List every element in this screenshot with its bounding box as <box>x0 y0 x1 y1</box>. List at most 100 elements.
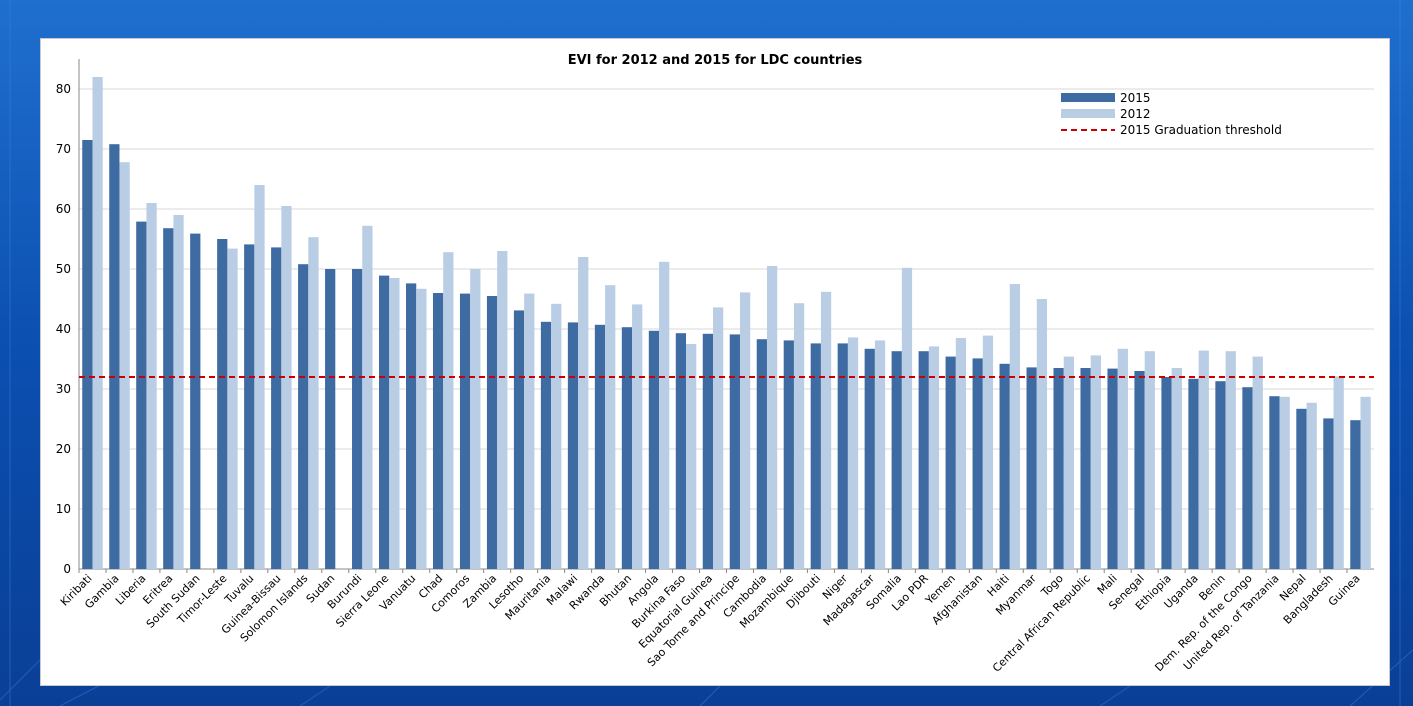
bar-2015 <box>82 140 93 569</box>
bar-2015 <box>702 333 714 569</box>
bar-2015 <box>1161 377 1172 569</box>
bar-2015 <box>945 356 956 569</box>
y-tick-label: 60 <box>56 202 71 216</box>
y-tick-label: 10 <box>56 502 71 516</box>
legend-label-threshold: 2015 Graduation threshold <box>1120 123 1282 137</box>
bar-2012 <box>1198 350 1209 569</box>
bar-2015 <box>1107 368 1118 569</box>
bar-2015 <box>1350 420 1361 569</box>
bar-2012 <box>901 267 913 569</box>
bar-2015 <box>1269 396 1280 569</box>
legend-swatch-2015 <box>1061 93 1115 102</box>
y-tick-label: 80 <box>56 82 71 96</box>
bar-2012 <box>1333 376 1344 569</box>
chart-title: EVI for 2012 and 2015 for LDC countries <box>568 53 863 68</box>
chart-legend: 2015 2012 2015 Graduation threshold <box>1061 91 1282 137</box>
bar-2015 <box>486 296 498 569</box>
bar-2012 <box>739 292 751 569</box>
bar-2012 <box>146 203 157 569</box>
bar-2015 <box>675 333 687 569</box>
bar-2015 <box>136 221 147 569</box>
bar-2012 <box>659 261 670 569</box>
bar-2012 <box>1306 402 1317 569</box>
bar-2012 <box>1063 356 1074 569</box>
bar-2012 <box>1279 396 1290 569</box>
bar-2012 <box>551 303 562 569</box>
bar-2012 <box>227 248 238 569</box>
bar-2015 <box>298 264 309 569</box>
x-tick-label: Liberia <box>113 572 149 608</box>
bar-2015 <box>810 343 821 569</box>
bar-2015 <box>1080 368 1091 569</box>
chart-panel: 0 10 20 30 40 50 60 70 80 Kiribati Gambia Liberia E… <box>40 38 1390 686</box>
bar-2012 <box>793 303 805 569</box>
bar-2012 <box>820 291 832 569</box>
bars <box>78 77 1371 573</box>
y-tick-label: 0 <box>63 562 71 576</box>
bar-2012 <box>632 304 643 569</box>
bar-2015 <box>729 334 740 569</box>
bar-2015 <box>271 247 282 569</box>
bar-2015 <box>379 275 390 569</box>
y-tick-label: 20 <box>56 442 71 456</box>
bar-2012 <box>497 251 508 569</box>
bar-2012 <box>1144 351 1155 569</box>
bar-2012 <box>1036 299 1048 569</box>
bar-2015 <box>432 293 444 569</box>
bar-2015 <box>1134 371 1145 569</box>
bar-2015 <box>405 283 417 569</box>
bar-2012 <box>443 252 454 569</box>
bar-2015 <box>352 269 363 569</box>
bar-2015 <box>540 321 552 569</box>
bar-2012 <box>1252 356 1263 569</box>
bar-2015 <box>837 343 848 569</box>
bar-2015 <box>999 363 1010 569</box>
bar-2012 <box>982 335 994 569</box>
bar-2015 <box>864 348 875 569</box>
bar-2012 <box>874 340 886 569</box>
bar-2012 <box>389 278 400 569</box>
bar-2012 <box>847 337 859 569</box>
bar-2012 <box>470 269 481 569</box>
bar-2015 <box>621 327 633 569</box>
bar-2012 <box>766 266 778 569</box>
bar-2015 <box>1323 418 1334 569</box>
evi-bar-chart: 0 10 20 30 40 50 60 70 80 KiribatiGambiaLiberiaE… <box>56 53 1374 675</box>
bar-2015 <box>891 351 902 569</box>
bar-2015 <box>190 233 201 569</box>
bar-2012 <box>1090 355 1101 569</box>
bar-2015 <box>972 358 983 569</box>
bar-2015 <box>1215 381 1226 569</box>
bar-2015 <box>1053 368 1064 569</box>
bar-2015 <box>594 324 606 569</box>
bar-2015 <box>783 340 794 569</box>
bar-2012 <box>1360 396 1371 569</box>
bar-2015 <box>217 239 228 569</box>
bar-2015 <box>567 322 579 569</box>
bar-2015 <box>109 144 120 569</box>
bar-2012 <box>524 293 535 569</box>
bar-2012 <box>686 344 697 569</box>
bar-2012 <box>173 215 184 569</box>
bar-2012 <box>281 206 292 569</box>
y-tick-labels: 0 10 20 30 40 50 60 70 80 <box>56 82 71 576</box>
bar-2012 <box>713 307 724 569</box>
bar-2012 <box>955 338 967 569</box>
bar-2012 <box>928 346 940 569</box>
bar-2015 <box>1188 378 1199 569</box>
legend-label-2015: 2015 <box>1120 91 1151 105</box>
bar-2015 <box>459 293 471 569</box>
y-tick-label: 50 <box>56 262 71 276</box>
y-tick-label: 70 <box>56 142 71 156</box>
bar-2015 <box>513 310 525 569</box>
bar-2012 <box>362 225 373 570</box>
bar-2015 <box>163 228 174 569</box>
bar-2015 <box>1026 367 1037 569</box>
bar-2012 <box>578 257 589 569</box>
bar-2015 <box>1296 408 1307 569</box>
bar-2012 <box>119 162 130 569</box>
gridlines <box>79 88 1374 510</box>
bar-2015 <box>918 351 929 569</box>
